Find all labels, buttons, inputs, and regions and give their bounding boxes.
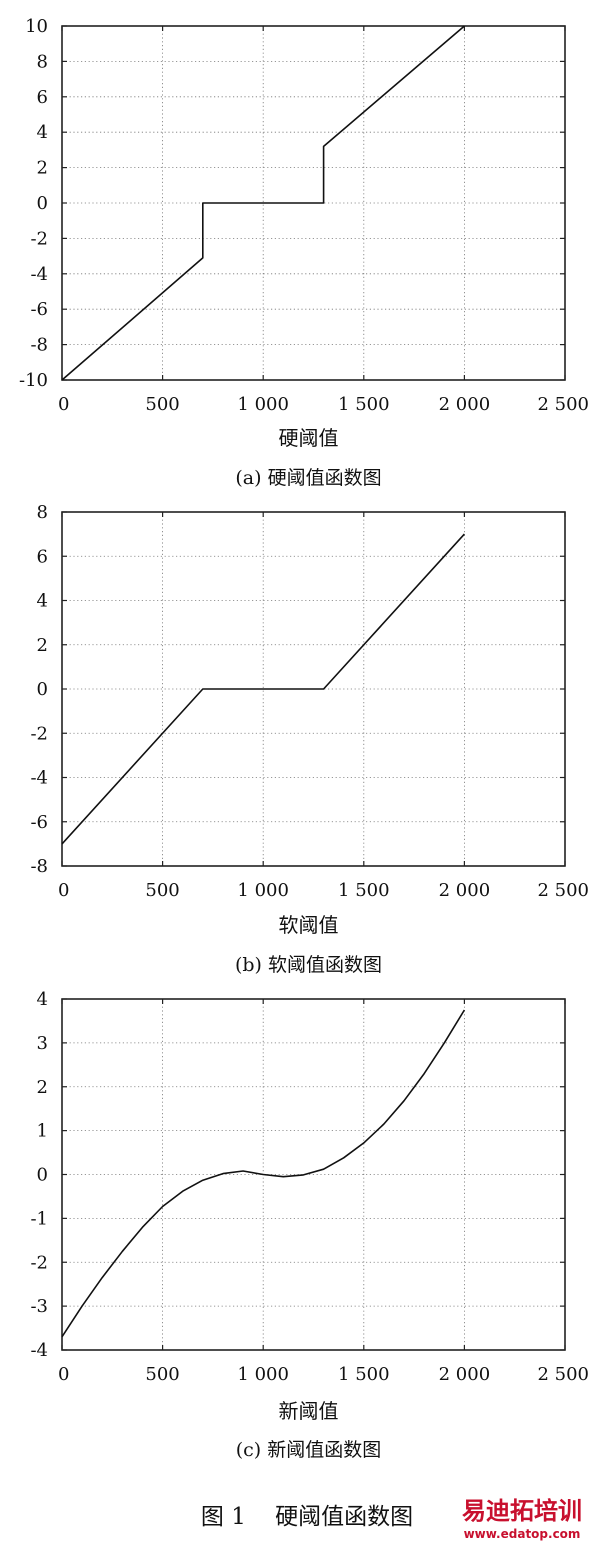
x-tick-label: 2 000 <box>439 880 491 901</box>
x-tick-label: 0 <box>58 880 69 901</box>
y-tick-label: -6 <box>30 299 48 320</box>
y-tick-label: 2 <box>37 1077 48 1098</box>
y-tick-label: 10 <box>25 16 48 37</box>
y-tick-label: 4 <box>37 989 48 1010</box>
y-tick-label: -2 <box>30 723 48 744</box>
chart-caption: (a) 硬阈值函数图 <box>235 467 381 489</box>
x-tick-label: 1 000 <box>237 394 289 415</box>
x-tick-label: 2 500 <box>537 880 589 901</box>
x-tick-label: 2 500 <box>537 1364 589 1385</box>
y-tick-label: -4 <box>30 1340 48 1361</box>
y-tick-label: 3 <box>37 1033 48 1054</box>
x-axis-label: 硬阈值 <box>279 426 339 450</box>
x-axis-label: 软阈值 <box>279 913 339 937</box>
x-tick-label: 1 000 <box>237 880 289 901</box>
series-line-0 <box>61 1009 466 1338</box>
plot-area-frame <box>61 25 566 381</box>
y-tick-label: -2 <box>30 228 48 249</box>
plot-area-frame <box>61 511 566 867</box>
y-tick-label: 4 <box>37 122 48 143</box>
x-tick-label: 1 500 <box>338 1364 390 1385</box>
y-tick-label: -8 <box>30 856 48 877</box>
y-tick-label: -2 <box>30 1252 48 1273</box>
series-line-0 <box>61 533 465 845</box>
y-tick-label: 0 <box>37 679 48 700</box>
plot-area-frame <box>61 998 566 1351</box>
x-tick-label: 1 500 <box>338 394 390 415</box>
chart-hard-threshold: 0 500 1 000 1 500 2 000 2 500 10 8 6 4 2 0 -2 -4 -6 -8 -… <box>19 16 589 489</box>
y-tick-label: -3 <box>30 1296 48 1317</box>
x-tick-label: 500 <box>145 394 179 415</box>
y-tick-label: 2 <box>37 635 48 656</box>
y-tick-label: 8 <box>37 502 48 523</box>
x-tick-label: 0 <box>58 1364 69 1385</box>
chart-new-threshold: 0 500 1 000 1 500 2 000 2 500 4 3 2 1 0 -1 -2 -3 -4 新阈值… <box>30 989 589 1461</box>
chart-caption: (b) 软阈值函数图 <box>235 954 382 976</box>
x-tick-label: 500 <box>145 1364 179 1385</box>
y-tick-label: 1 <box>37 1121 48 1142</box>
y-tick-label: 8 <box>37 51 48 72</box>
x-tick-label: 1 500 <box>338 880 390 901</box>
y-tick-label: 6 <box>37 87 48 108</box>
x-tick-label: 500 <box>145 880 179 901</box>
y-tick-label: 6 <box>37 546 48 567</box>
y-tick-label: -6 <box>30 812 48 833</box>
x-axis-label: 新阈值 <box>279 1399 339 1423</box>
y-tick-label: 2 <box>37 158 48 179</box>
watermark-logo: 易迪拓培训 www.edatop.com <box>462 1497 582 1541</box>
y-tick-label: 4 <box>37 591 48 612</box>
y-tick-label: -1 <box>30 1208 48 1229</box>
y-tick-label: 0 <box>37 1165 48 1186</box>
figure-caption: 图 1 硬阈值函数图 <box>201 1504 413 1530</box>
y-tick-label: -10 <box>19 370 48 391</box>
chart-soft-threshold: 0 500 1 000 1 500 2 000 2 500 8 6 4 2 0 -2 -4 -6 -8 软阈值… <box>30 502 589 976</box>
watermark-text: 易迪拓培训 <box>462 1497 582 1525</box>
watermark-url: www.edatop.com <box>464 1527 581 1541</box>
x-tick-label: 2 000 <box>439 394 491 415</box>
y-tick-label: -4 <box>30 768 48 789</box>
series-line-0 <box>61 25 465 381</box>
x-tick-label: 0 <box>58 394 69 415</box>
x-tick-label: 2 500 <box>537 394 589 415</box>
x-tick-label: 1 000 <box>237 1364 289 1385</box>
y-tick-label: -4 <box>30 264 48 285</box>
y-tick-label: 0 <box>37 193 48 214</box>
x-tick-label: 2 000 <box>439 1364 491 1385</box>
chart-caption: (c) 新阈值函数图 <box>236 1439 382 1461</box>
y-tick-label: -8 <box>30 335 48 356</box>
